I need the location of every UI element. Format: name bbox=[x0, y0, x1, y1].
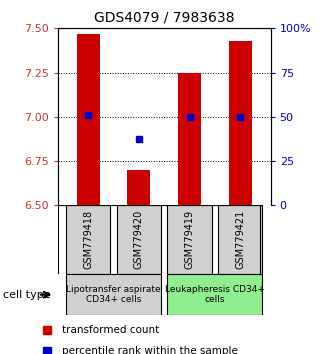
Text: percentile rank within the sample: percentile rank within the sample bbox=[62, 346, 238, 354]
Bar bbox=[229, 41, 251, 205]
Bar bbox=[116, 205, 161, 274]
Bar bbox=[66, 274, 161, 315]
Bar bbox=[178, 73, 201, 205]
Bar bbox=[66, 205, 111, 274]
Text: transformed count: transformed count bbox=[62, 325, 159, 335]
Text: GSM779418: GSM779418 bbox=[83, 210, 93, 269]
Bar bbox=[218, 205, 262, 274]
Bar bbox=[77, 34, 100, 205]
Text: Leukapheresis CD34+
cells: Leukapheresis CD34+ cells bbox=[165, 285, 265, 304]
Text: cell type: cell type bbox=[3, 290, 51, 300]
Text: Lipotransfer aspirate
CD34+ cells: Lipotransfer aspirate CD34+ cells bbox=[66, 285, 161, 304]
Bar bbox=[167, 205, 212, 274]
Bar bbox=[127, 170, 150, 205]
Text: GSM779420: GSM779420 bbox=[134, 210, 144, 269]
Text: GSM779421: GSM779421 bbox=[235, 210, 245, 269]
Bar bbox=[167, 274, 262, 315]
Title: GDS4079 / 7983638: GDS4079 / 7983638 bbox=[94, 10, 234, 24]
Text: GSM779419: GSM779419 bbox=[184, 210, 194, 269]
